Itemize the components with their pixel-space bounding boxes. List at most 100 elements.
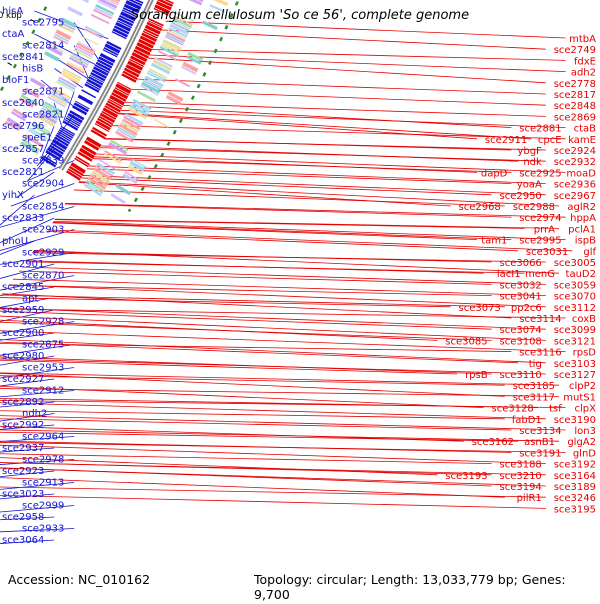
gene-label-right: sce2988: [513, 202, 555, 213]
reverse-strand-feature: [98, 115, 114, 126]
gene-label-left: sce3023: [2, 489, 44, 500]
cog-outer-feature: [95, 165, 114, 177]
gene-label-right: sce3070: [554, 292, 596, 303]
gene-callout-right: [0, 375, 505, 386]
gene-callout-right: [165, 20, 566, 39]
gc-skew-feature: [185, 55, 202, 65]
reverse-strand-feature: [122, 70, 138, 80]
cog-outer-feature: [171, 21, 190, 32]
gc-skew-feature: [167, 91, 184, 102]
cog-outer-feature: [116, 128, 136, 140]
forward-strand-feature: [69, 110, 85, 121]
gene-label-right: lon3: [574, 426, 596, 437]
gene-label-left: sce2912: [22, 386, 64, 397]
cog-outer-feature: [162, 39, 182, 51]
gc-skew-feature: [127, 164, 143, 176]
cog-outer-feature: [96, 162, 115, 175]
forward-strand-feature: [120, 11, 137, 22]
cog-outer-feature: [136, 90, 156, 102]
gene-callout-right: [0, 462, 492, 476]
cog-inner-feature: [44, 101, 63, 114]
cog-inner-feature: [48, 94, 67, 106]
gene-callout-left: [53, 56, 89, 79]
gc-content-feature: [81, 0, 90, 3]
gene-callout-right: [54, 219, 525, 229]
cog-outer-feature: [115, 130, 134, 143]
gene-label-left: sce2821: [22, 110, 64, 121]
forward-strand-feature: [55, 134, 71, 145]
gene-label-right: sce3066: [499, 258, 541, 269]
reverse-strand-feature: [115, 83, 132, 94]
reverse-strand-feature: [111, 92, 127, 102]
cog-inner-feature: [49, 91, 69, 104]
forward-strand-feature: [95, 61, 111, 72]
reverse-strand-feature: [90, 129, 106, 140]
gene-callout-right: [147, 57, 546, 84]
gene-label-right: sce2778: [554, 79, 596, 90]
gene-label-right: mutS1: [563, 392, 596, 403]
gene-label-right: sce3108: [499, 336, 541, 347]
cog-inner-feature: [28, 129, 47, 142]
cog-inner-feature: [40, 109, 59, 121]
gc-content-feature: [67, 6, 83, 17]
gene-callout-right: [0, 418, 512, 431]
forward-strand-feature: [49, 144, 64, 155]
gene-callout-right: [0, 359, 458, 375]
gene-label-right: sce2881: [519, 124, 561, 135]
cog-inner-feature: [47, 96, 66, 108]
cog-inner-feature: [58, 76, 77, 88]
gene-label-right: ispB: [575, 236, 596, 247]
cog-outer-feature: [167, 29, 187, 40]
gene-label-left: sce2871: [22, 87, 64, 98]
gene-label-left: ctaA: [2, 29, 25, 40]
reverse-strand-feature: [92, 126, 108, 137]
gene-label-right: sce3188: [499, 460, 541, 471]
gene-label-left: sce2913: [22, 478, 64, 489]
gene-callout-left: [0, 378, 55, 387]
gene-label-right: coxB: [572, 314, 596, 325]
gene-callout-right: [0, 457, 438, 476]
cog-inner-feature: [42, 105, 61, 117]
cog-inner-feature: [80, 35, 99, 46]
gene-label-left: sce2929: [22, 248, 64, 259]
right-callout-lines: [0, 20, 573, 509]
gene-label-left: sce2900: [2, 328, 44, 339]
cog-inner-feature: [51, 89, 70, 102]
gene-label-left: sce2992: [2, 420, 44, 431]
gene-label-left: sce2811: [2, 167, 44, 178]
cog-inner-feature: [52, 87, 71, 100]
gene-callout-right: [0, 467, 546, 487]
reverse-strand-feature: [146, 21, 163, 31]
gene-callout-right: [26, 260, 484, 274]
gene-label-right: sce3246: [554, 493, 596, 504]
cog-outer-feature: [174, 15, 193, 26]
gene-callout-right: [100, 145, 519, 162]
gene-label-right: sce3190: [554, 415, 596, 426]
gc-skew-feature: [165, 95, 182, 106]
reverse-strand-feature: [107, 100, 122, 110]
gc-content-feature: [24, 87, 40, 99]
gc-skew-feature: [115, 184, 132, 196]
gene-callout-left: [0, 240, 35, 255]
forward-strand-feature: [50, 142, 66, 153]
reverse-strand-feature: [153, 7, 169, 16]
cog-outer-feature: [99, 159, 117, 171]
cog-inner-feature: [31, 123, 50, 136]
gene-callout-right: [0, 341, 519, 364]
gene-label-right: sce3162: [472, 437, 514, 448]
reverse-strand-feature: [70, 162, 86, 174]
gene-callout-right: [13, 278, 546, 296]
gene-label-right: glgA2: [567, 437, 596, 448]
gene-label-left: sce3064: [2, 535, 44, 546]
gene-label-left: sce2958: [2, 512, 44, 523]
gc-skew-feature: [181, 65, 197, 75]
reverse-strand-feature: [155, 1, 172, 11]
gene-label-right: prrA: [534, 224, 555, 235]
gene-callout-right: [0, 410, 505, 420]
gene-callout-right: [137, 78, 546, 95]
gene-label-right: sce3074: [499, 325, 541, 336]
gene-label-right: dapD: [481, 168, 508, 179]
gene-label-left: yihX: [2, 190, 24, 201]
gene-label-right: sce2974: [519, 213, 561, 224]
